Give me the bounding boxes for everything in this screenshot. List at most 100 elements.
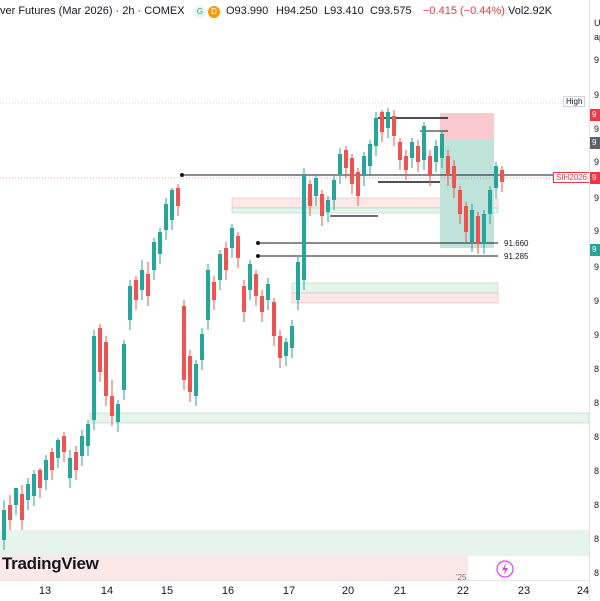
candle xyxy=(38,470,42,488)
axis-badge-symbol: 9 xyxy=(590,172,600,184)
time-tick: 17 xyxy=(282,585,296,597)
candle xyxy=(344,150,348,168)
candle xyxy=(200,334,204,360)
candle xyxy=(20,494,24,520)
line-anchor xyxy=(180,173,184,177)
axis-fragment-1: U xyxy=(594,18,600,28)
candle xyxy=(368,144,372,166)
candle xyxy=(44,460,48,480)
axis-label: 8 xyxy=(594,398,600,408)
candle xyxy=(392,116,396,136)
candle xyxy=(122,344,126,390)
lightning-icon[interactable] xyxy=(496,560,514,578)
symbol-title[interactable]: ver Futures (Mar 2026) · 2h · COMEX xyxy=(0,5,185,17)
candle xyxy=(62,436,66,452)
candle xyxy=(350,158,354,184)
symbol-tag[interactable]: SIH2026 xyxy=(553,172,591,183)
candle xyxy=(152,242,156,270)
high-label: High xyxy=(563,96,586,107)
candle xyxy=(182,306,186,380)
tradingview-logo[interactable]: TradingView xyxy=(2,554,99,573)
candle xyxy=(476,216,480,244)
volume-value: Vol2.92K xyxy=(508,5,553,17)
candle xyxy=(404,156,408,170)
line-anchor xyxy=(256,254,260,258)
symbol-header: ver Futures (Mar 2026) · 2h · COMEX G D … xyxy=(0,0,590,24)
candle xyxy=(254,274,258,296)
candle xyxy=(32,474,36,496)
candle xyxy=(416,146,420,162)
candle xyxy=(272,302,276,336)
candle xyxy=(224,248,228,270)
supply-zone xyxy=(291,292,499,304)
candle xyxy=(356,172,360,196)
time-tick: 20 xyxy=(341,585,355,597)
candle xyxy=(398,142,402,160)
level-label-2: 91.285 xyxy=(504,252,529,261)
candle xyxy=(74,452,78,470)
candle xyxy=(134,280,138,300)
candle xyxy=(80,436,84,456)
time-tick: 24 xyxy=(576,585,590,597)
candle xyxy=(470,210,474,242)
candle xyxy=(452,166,456,188)
axis-label: 8 xyxy=(594,466,600,476)
axis-label: 9 xyxy=(594,90,600,100)
candle xyxy=(296,262,300,300)
badge-d[interactable]: D xyxy=(208,5,220,18)
candle xyxy=(14,488,18,505)
candle xyxy=(440,134,444,158)
ohlc-open: O93.990 xyxy=(226,5,269,17)
candle xyxy=(194,364,198,396)
candle xyxy=(158,232,162,254)
axis-label: 9 xyxy=(594,262,600,272)
candle xyxy=(26,484,30,500)
candle xyxy=(176,188,180,206)
candle xyxy=(488,190,492,214)
candle xyxy=(242,286,246,312)
demand-zone xyxy=(0,530,589,556)
candle xyxy=(2,510,6,540)
axis-label: 8 xyxy=(594,534,600,544)
candle xyxy=(362,156,366,176)
candle xyxy=(236,236,240,258)
time-tick: 13 xyxy=(38,585,52,597)
ohlc-low: L93.410 xyxy=(324,5,364,17)
candle xyxy=(500,170,504,182)
candle xyxy=(68,458,72,478)
line-anchor xyxy=(256,241,260,245)
axis-label: 9 xyxy=(594,157,600,167)
candle xyxy=(332,180,336,200)
candle xyxy=(92,336,96,420)
candle xyxy=(374,118,378,146)
demand-zone xyxy=(291,282,499,294)
candle xyxy=(308,184,312,206)
candle xyxy=(464,206,468,232)
candle xyxy=(326,200,330,212)
time-axis[interactable]: 13 14 15 16 17 20 21 22 23 24 xyxy=(0,580,589,601)
candle xyxy=(422,126,426,160)
candle xyxy=(338,154,342,174)
axis-label: 9 xyxy=(594,55,600,65)
candle xyxy=(302,174,306,280)
candle xyxy=(284,342,288,356)
ohlc-change: −0.415 (−0.44%) xyxy=(423,5,505,17)
candle xyxy=(314,178,318,196)
candle xyxy=(410,142,414,158)
candle xyxy=(188,356,192,392)
candle xyxy=(380,112,384,132)
axis-label: 8 xyxy=(594,500,600,510)
candle xyxy=(446,156,450,176)
candle xyxy=(50,452,54,470)
price-chart[interactable] xyxy=(0,0,589,580)
candle xyxy=(230,228,234,248)
ohlc-close: C93.575 xyxy=(370,5,412,17)
badge-g[interactable]: G xyxy=(194,5,206,18)
price-axis[interactable]: U ap 9 9 9 9 9 9 9 9 9 9 9 9 9 8 8 8 8 8… xyxy=(589,0,600,600)
candle xyxy=(110,396,114,416)
candle xyxy=(386,112,390,128)
candle xyxy=(320,194,324,216)
bottom-fragment: '25 xyxy=(456,573,467,582)
axis-label: 9 xyxy=(594,193,600,203)
candle xyxy=(56,440,60,458)
